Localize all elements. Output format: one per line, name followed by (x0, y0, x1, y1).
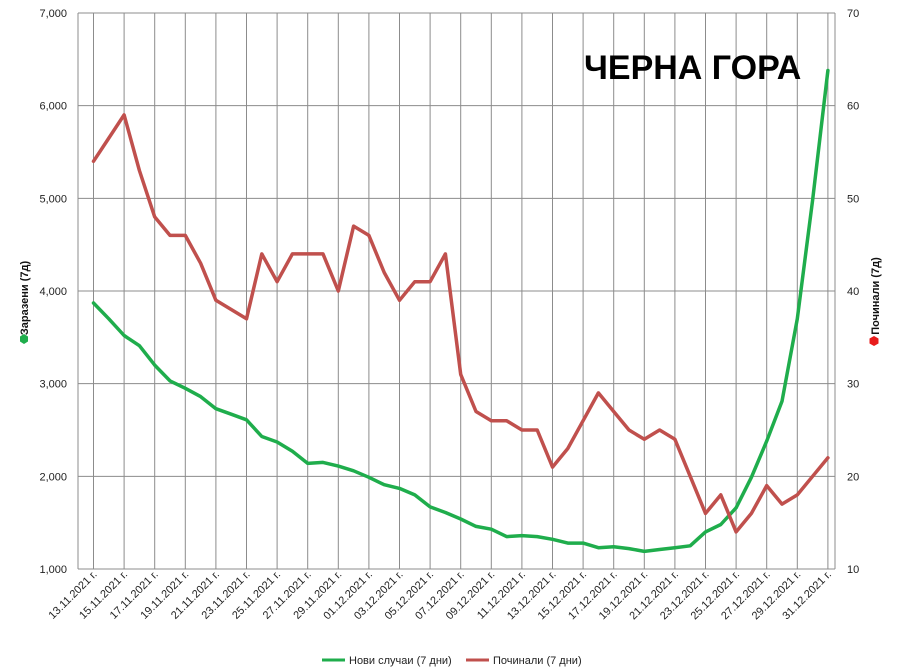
y-right-tick-label: 30 (847, 379, 859, 391)
y-right-tick-label: 60 (847, 101, 859, 113)
series-line-new-cases (91, 68, 830, 554)
y-left-tick-label: 2,000 (39, 471, 67, 483)
left-axis-title-group: Заразени (7д) (19, 261, 31, 336)
y-left-tick-label: 5,000 (39, 193, 67, 205)
right-y-axis: 10 20 30 40 50 60 70 (847, 8, 859, 576)
chart-title: ЧЕРНА ГОРА (584, 49, 801, 87)
left-axis-title: Заразени (7д) (19, 261, 31, 336)
y-right-tick-label: 70 (847, 8, 859, 20)
gridlines (77, 12, 836, 570)
y-left-tick-label: 1,000 (39, 564, 67, 576)
y-right-tick-label: 40 (847, 286, 859, 298)
y-right-tick-label: 10 (847, 564, 859, 576)
y-right-tick-label: 50 (847, 193, 859, 205)
right-axis-title-group: Починали (7д) (870, 257, 882, 335)
y-left-tick-label: 6,000 (39, 101, 67, 113)
y-left-tick-label: 7,000 (39, 8, 67, 20)
y-left-tick-label: 4,000 (39, 286, 67, 298)
y-right-tick-label: 20 (847, 471, 859, 483)
right-axis-title: Починали (7д) (870, 257, 882, 335)
right-axis-marker-icon (869, 336, 879, 346)
left-y-axis: 1,000 2,000 3,000 4,000 5,000 6,000 7,000 (39, 8, 67, 576)
legend: Нови случаи (7 дни) Починали (7 дни) (322, 655, 582, 667)
series-layer (91, 68, 830, 554)
left-axis-marker-icon (20, 334, 28, 344)
legend-label-deaths: Починали (7 дни) (493, 655, 582, 667)
series-line-deaths (91, 113, 830, 534)
y-left-tick-label: 3,000 (39, 379, 67, 391)
legend-label-new-cases: Нови случаи (7 дни) (349, 655, 452, 667)
